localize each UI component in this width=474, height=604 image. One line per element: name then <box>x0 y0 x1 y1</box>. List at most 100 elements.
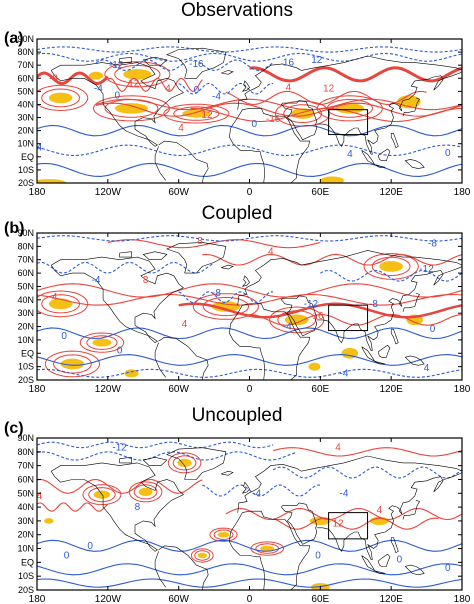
negative-contour <box>320 269 462 282</box>
coastline <box>316 71 462 155</box>
negative-contour <box>37 46 462 53</box>
y-tick-label: 10S <box>18 165 34 175</box>
contour-label: -4 <box>339 488 348 499</box>
negative-contour <box>37 327 462 340</box>
positive-contour <box>225 507 462 521</box>
coastline <box>377 344 391 358</box>
coastline <box>377 553 391 567</box>
y-tick-label: 20S <box>18 585 34 595</box>
contour-label: 8 <box>143 275 149 286</box>
positive-contour <box>37 478 203 494</box>
contour-label: -8 <box>369 299 378 310</box>
y-tick-label: 70N <box>17 255 34 265</box>
x-tick-label: 180 <box>29 384 46 395</box>
y-tick-label: EQ <box>21 557 34 567</box>
contour-label: 0 <box>445 563 451 574</box>
coastline <box>229 109 266 183</box>
shaded-region <box>177 458 192 467</box>
map-field: -12 4 4 8 -4 -4 4 12 0 0 0 0 0 <box>37 441 462 590</box>
map-uncoupled: -12 4 4 8 -4 -4 4 12 0 0 0 0 0 90N 80N 70N 60N 50N 40N 30N 2… <box>17 433 470 604</box>
contour-label: -4 <box>94 84 103 95</box>
positive-contour <box>190 107 462 123</box>
negative-contour <box>37 124 462 137</box>
panel-uncoupled: (c) Uncoupled -12 4 4 8 -4 -4 4 12 0 0 0 0 0 90N 80N 70… <box>0 400 474 604</box>
coastline <box>154 146 166 181</box>
y-tick-label: 80N <box>17 241 34 251</box>
coastline <box>158 336 209 380</box>
shaded-region <box>92 338 112 347</box>
y-tick-label: 60N <box>17 73 34 83</box>
shaded-region <box>60 358 85 370</box>
coastline <box>154 342 166 378</box>
coastline <box>242 510 311 590</box>
contour-label: 4 <box>268 247 274 258</box>
positive-contour <box>274 100 331 127</box>
panel-title-c: Uncoupled <box>191 405 283 426</box>
contour-label: 8 <box>197 236 203 247</box>
coastline <box>229 305 266 380</box>
coastline <box>404 159 425 169</box>
shaded-region <box>320 176 344 183</box>
x-tick-label: 60E <box>311 384 329 395</box>
positive-contour <box>209 527 238 542</box>
shaded-region <box>211 301 241 312</box>
positive-contour <box>37 283 462 298</box>
contour-label: 4 <box>37 491 43 502</box>
contour-label: -4 <box>92 275 101 286</box>
positive-contour <box>95 102 462 117</box>
positive-contour <box>104 61 171 88</box>
negative-contour <box>37 354 462 366</box>
coastline <box>242 108 311 183</box>
contour-label: -16 <box>266 114 281 125</box>
positive-contour <box>107 239 321 249</box>
y-tick-label: 80N <box>17 447 34 457</box>
positive-contour <box>316 95 383 122</box>
positive-contour <box>173 106 220 121</box>
region-box <box>328 304 369 332</box>
coastline <box>404 564 425 576</box>
y-tick-label: EQ <box>21 348 34 358</box>
x-tick-label: 60E <box>311 594 329 604</box>
coastline <box>361 150 376 166</box>
coastline <box>119 56 132 63</box>
coastline <box>281 100 318 141</box>
coastline <box>402 499 420 520</box>
coastline <box>390 133 399 149</box>
positive-contour <box>269 306 325 334</box>
coastline <box>390 328 399 345</box>
x-tick-label: 180 <box>454 187 471 198</box>
y-tick-label: 10S <box>18 362 34 372</box>
contour-label: 4 <box>182 319 188 330</box>
positive-contour <box>190 548 214 563</box>
shaded-region <box>379 261 403 272</box>
contour-label: -12 <box>304 299 319 310</box>
coastline <box>142 56 168 66</box>
coastline <box>166 242 227 274</box>
negative-contour <box>37 144 462 157</box>
coastline <box>242 303 311 380</box>
positive-contour <box>272 517 439 530</box>
region-box <box>328 512 369 540</box>
coastline <box>316 472 462 560</box>
contour-label: 12 <box>201 110 213 121</box>
y-tick-label: 70N <box>17 461 34 471</box>
shaded-region <box>124 369 139 378</box>
contour-label: 0 <box>430 324 436 335</box>
coastline <box>280 295 318 337</box>
x-tick-label: 180 <box>454 384 471 395</box>
contour-label: 0 <box>64 550 70 561</box>
y-tick-label: 10N <box>17 335 34 345</box>
coastline <box>221 470 234 476</box>
positive-contour <box>41 294 81 314</box>
panel-label-b: (b) <box>4 220 25 237</box>
panel-coupled: (b) Coupled -8 8 4 -12 -4 8 4 -8 -12 4 16 -8 0 0 -4 0 4-… <box>0 200 474 400</box>
contour-label: 0 <box>397 555 403 566</box>
coastline <box>374 570 386 574</box>
contour-label: -8 <box>49 73 58 84</box>
contour-label: 12 <box>311 55 323 66</box>
shaded-region <box>182 109 211 118</box>
contour-label: 0 <box>194 85 200 96</box>
coastline <box>402 292 420 312</box>
coastline <box>154 551 166 588</box>
positive-contour <box>133 484 158 500</box>
